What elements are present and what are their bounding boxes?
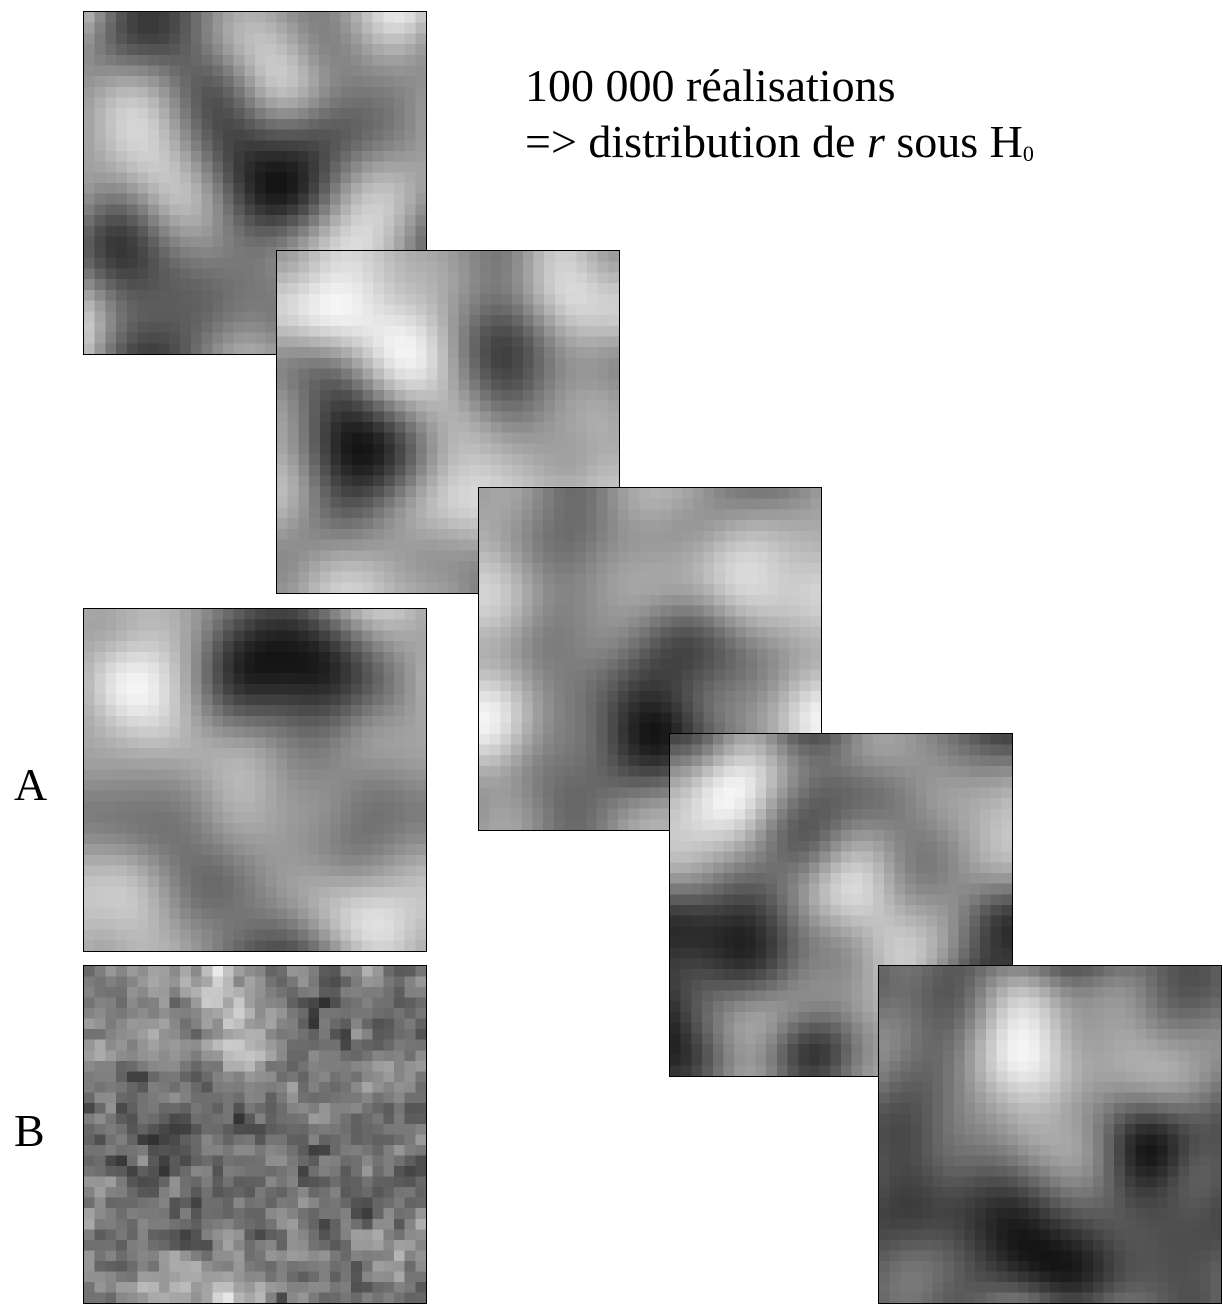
smooth-realization-5	[878, 965, 1222, 1304]
label-b: B	[14, 1105, 45, 1156]
image-a	[83, 608, 427, 952]
heading-line-2-prefix: => distribution de	[525, 116, 867, 167]
heading-line-1: 100 000 réalisations	[525, 60, 896, 111]
hypothesis-subscript: 0	[1022, 141, 1034, 166]
heading: 100 000 réalisations => distribution de …	[525, 58, 1034, 182]
heading-line-2-mid: sous H	[884, 116, 1023, 167]
heading-line-2: => distribution de r sous H0	[525, 114, 1034, 182]
label-a: A	[14, 759, 48, 810]
image-b	[83, 965, 427, 1304]
variable-r: r	[866, 116, 885, 167]
